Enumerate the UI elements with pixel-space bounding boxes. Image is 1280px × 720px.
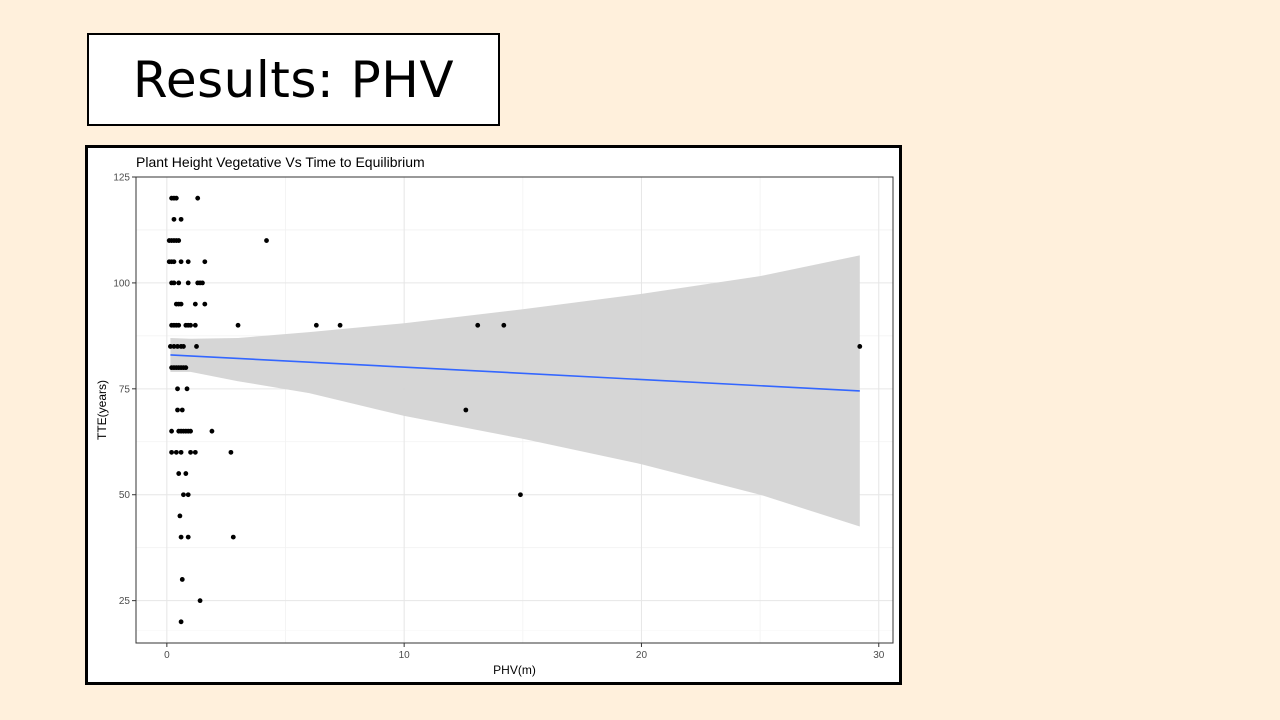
data-point <box>235 322 241 328</box>
y-axis-label: TTE(years) <box>95 380 109 440</box>
x-tick-label: 0 <box>164 650 170 661</box>
x-axis-label: PHV(m) <box>493 663 536 677</box>
data-point <box>185 534 191 540</box>
data-point <box>177 513 183 519</box>
data-point <box>179 407 185 413</box>
data-point <box>192 301 198 307</box>
chart-frame: 0 10 20 30 25 50 75 100 125 PHV(m) TTE(years) Plant… <box>85 145 902 685</box>
data-point <box>181 344 186 349</box>
x-tick-label: 30 <box>873 650 885 661</box>
data-point <box>175 344 180 349</box>
data-point <box>188 449 193 455</box>
data-point <box>185 259 191 265</box>
data-point <box>202 259 208 265</box>
data-point <box>171 259 177 265</box>
data-point <box>176 280 182 286</box>
data-point <box>230 534 236 540</box>
data-point <box>264 238 269 243</box>
data-point <box>171 280 177 286</box>
data-point <box>185 280 191 286</box>
scatter-chart: 0 10 20 30 25 50 75 100 125 PHV(m) TTE(years) Plant… <box>95 154 894 677</box>
data-point <box>171 216 177 222</box>
y-tick-label: 75 <box>119 384 131 395</box>
data-point <box>176 238 182 243</box>
plot-border <box>135 176 894 644</box>
regression-line <box>170 354 860 392</box>
x-tick-label: 10 <box>399 650 411 661</box>
data-point <box>178 259 184 265</box>
data-point <box>178 449 184 455</box>
data-point <box>209 428 215 434</box>
y-tick-label: 50 <box>119 490 131 501</box>
data-point <box>195 195 201 201</box>
y-tick-label: 25 <box>119 596 131 607</box>
data-point <box>188 322 193 328</box>
data-point <box>197 598 203 604</box>
data-point <box>176 322 182 328</box>
data-point <box>313 322 319 328</box>
data-point <box>169 428 174 434</box>
data-point <box>188 428 193 434</box>
data-point <box>171 344 177 349</box>
y-tick-label: 125 <box>113 173 130 184</box>
data-point <box>337 322 343 328</box>
data-point <box>518 492 523 498</box>
data-point <box>178 534 184 540</box>
data-point <box>184 386 190 392</box>
confidence-band <box>170 255 860 527</box>
data-point <box>173 195 179 201</box>
data-point <box>178 301 184 307</box>
data-point <box>169 449 174 455</box>
slide-title-box: Results: PHV <box>87 33 500 126</box>
data-point <box>173 449 179 455</box>
data-point <box>192 322 198 328</box>
data-point <box>463 407 469 413</box>
chart-title: Plant Height Vegetative Vs Time to Equil… <box>136 154 425 170</box>
data-point <box>194 344 199 349</box>
data-point <box>178 216 184 222</box>
data-point <box>501 322 507 328</box>
data-point <box>168 344 173 349</box>
data-point <box>202 301 208 307</box>
data-point <box>175 386 180 392</box>
x-tick-label: 20 <box>636 650 648 661</box>
y-tick-label: 100 <box>113 278 130 289</box>
data-point <box>183 471 189 476</box>
slide-title: Results: PHV <box>132 50 455 109</box>
data-point <box>178 619 184 625</box>
data-point <box>175 407 180 413</box>
data-point <box>185 492 191 498</box>
data-point <box>857 344 863 349</box>
data-point <box>192 449 198 455</box>
data-point <box>228 449 234 455</box>
data-point <box>183 365 189 371</box>
data-point <box>176 471 182 476</box>
data-point <box>181 492 186 498</box>
data-point <box>179 577 185 582</box>
data-point <box>475 322 481 328</box>
data-point <box>200 280 205 286</box>
